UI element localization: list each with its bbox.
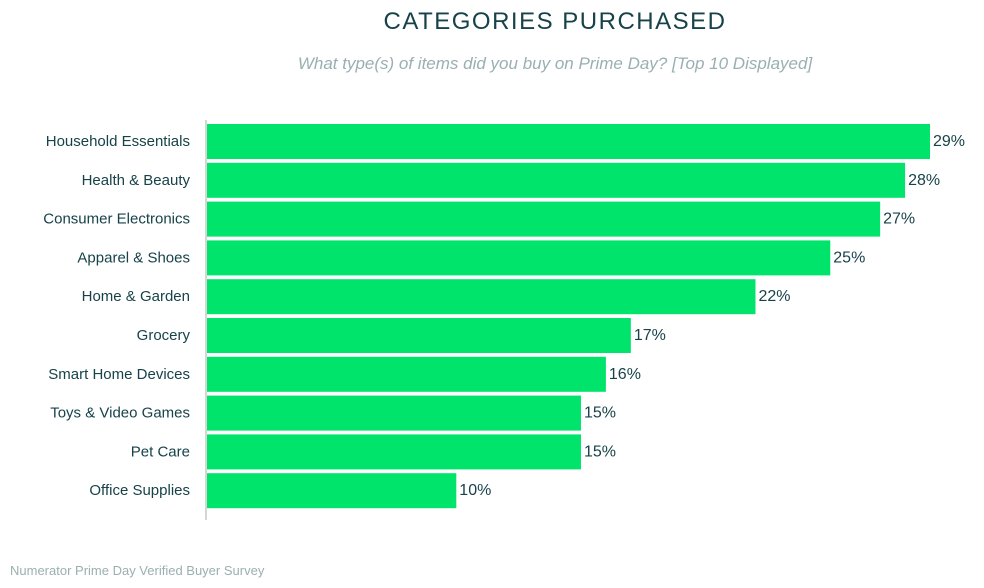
source-note: Numerator Prime Day Verified Buyer Surve… bbox=[10, 563, 265, 578]
bar bbox=[207, 162, 906, 198]
value-label: 25% bbox=[833, 249, 865, 266]
category-label: Home & Garden bbox=[82, 288, 190, 305]
value-label: 10% bbox=[459, 482, 491, 499]
bar bbox=[207, 395, 581, 431]
bars-group bbox=[207, 124, 930, 509]
value-label: 22% bbox=[758, 288, 790, 305]
category-label: Pet Care bbox=[131, 443, 190, 460]
value-label: 27% bbox=[883, 211, 915, 228]
value-label: 28% bbox=[908, 172, 940, 189]
bar bbox=[207, 124, 930, 159]
category-labels-group: Household Essentials Health & Beauty Consu… bbox=[43, 133, 190, 499]
chart-subtitle: What type(s) of items did you buy on Pri… bbox=[297, 54, 813, 73]
value-label: 15% bbox=[584, 405, 616, 422]
value-label: 16% bbox=[609, 366, 641, 383]
bar bbox=[207, 279, 756, 315]
category-label: Health & Beauty bbox=[82, 172, 191, 189]
bar bbox=[207, 473, 457, 509]
category-label: Household Essentials bbox=[46, 133, 190, 150]
value-label: 15% bbox=[584, 443, 616, 460]
bar bbox=[207, 434, 581, 470]
value-label: 17% bbox=[634, 327, 666, 344]
category-label: Smart Home Devices bbox=[48, 366, 190, 383]
category-label: Office Supplies bbox=[89, 482, 190, 499]
category-label: Toys & Video Games bbox=[50, 405, 190, 422]
bar bbox=[207, 201, 881, 237]
value-label: 29% bbox=[933, 133, 965, 150]
bar bbox=[207, 240, 831, 276]
bar bbox=[207, 356, 606, 392]
category-label: Apparel & Shoes bbox=[77, 249, 190, 266]
category-label: Grocery bbox=[137, 327, 191, 344]
chart-title: CATEGORIES PURCHASED bbox=[383, 8, 727, 35]
category-label: Consumer Electronics bbox=[43, 211, 190, 228]
bar bbox=[207, 318, 631, 353]
value-labels-group: 29% 28% 27% 25% 22% 17% 16% 15% 15% 10% bbox=[459, 133, 965, 499]
